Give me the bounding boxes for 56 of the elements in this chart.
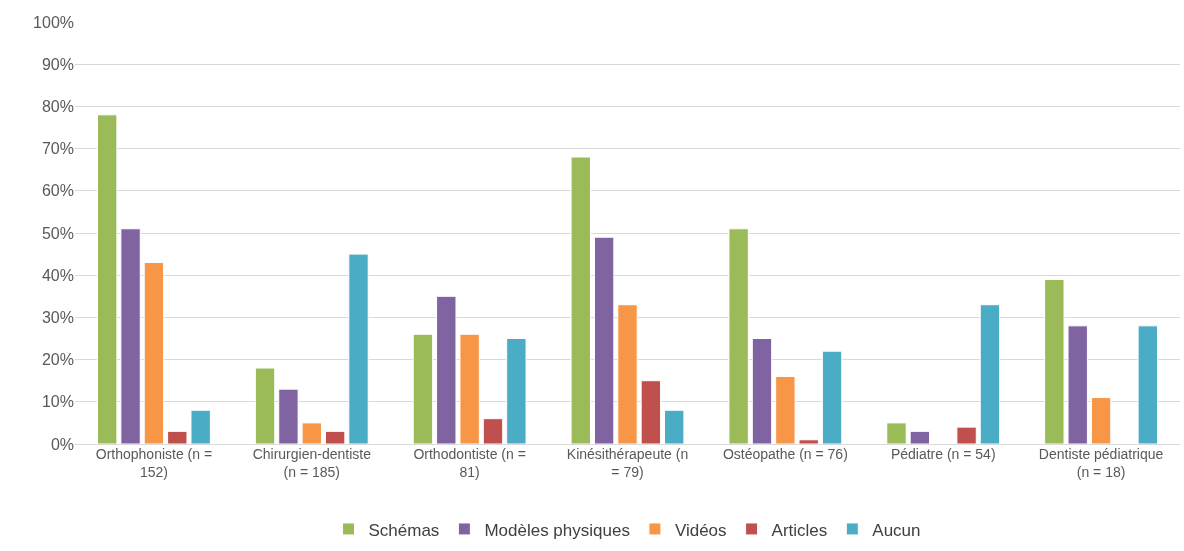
x-tick-label: Orthodontiste (n = 81) [413, 446, 526, 481]
bar [886, 422, 907, 444]
y-tick-label: 20% [41, 351, 74, 369]
bar [167, 430, 188, 444]
bar [412, 333, 434, 444]
bar [459, 333, 480, 444]
bar [506, 338, 527, 444]
y-tick-label: 30% [41, 309, 74, 326]
bar [798, 439, 819, 444]
bar [728, 228, 749, 444]
bar [909, 430, 931, 444]
legend-label: Aucun [872, 520, 921, 540]
x-tick-label: Chirurgien-dentiste (n = 185) [252, 446, 372, 481]
bar [97, 114, 118, 444]
y-tick-label: 50% [41, 224, 74, 242]
y-tick-label: 0% [50, 435, 74, 453]
bar [324, 430, 346, 444]
bar [278, 388, 299, 444]
y-tick-label: 40% [41, 266, 74, 284]
legend-label: Articles [771, 520, 828, 540]
bar [1137, 325, 1158, 444]
bar [143, 262, 165, 444]
y-tick-label: 90% [41, 55, 74, 73]
y-tick-label: 80% [41, 98, 74, 115]
bar [436, 295, 457, 444]
bar [1090, 397, 1112, 444]
bar [348, 253, 369, 444]
bar [190, 409, 211, 444]
y-tick-label: 60% [41, 182, 74, 200]
bar [956, 426, 977, 444]
y-tick-label: 10% [41, 393, 74, 411]
x-tick-label: Dentiste pédiatrique (n = 18) [1038, 446, 1164, 481]
x-tick-label: Ostéopathe (n = 76) [722, 446, 848, 462]
bar [120, 228, 141, 444]
y-tick-label: 100% [33, 13, 74, 31]
bar [664, 409, 685, 444]
bar [593, 236, 615, 444]
x-tick-label: Kinésithérapeute (n = 79) [566, 446, 689, 481]
legend-label: Vidéos [674, 520, 727, 540]
bar [979, 304, 1001, 444]
bar [570, 156, 591, 444]
bar [482, 418, 504, 444]
legend-label: Schémas [368, 520, 440, 540]
legend-label: Modèles physiques [484, 520, 630, 540]
y-tick-label: 70% [41, 140, 74, 158]
x-tick-label: Orthophoniste (n = 152) [95, 446, 213, 481]
bar [751, 338, 773, 444]
bar [254, 367, 276, 444]
bar [301, 422, 322, 444]
bar [775, 375, 796, 444]
bar [617, 304, 638, 444]
bar [1044, 278, 1065, 444]
x-tick-label: Pédiatre (n = 54) [890, 446, 996, 462]
bar [1067, 325, 1088, 444]
bar [821, 350, 843, 444]
bar [640, 380, 662, 444]
